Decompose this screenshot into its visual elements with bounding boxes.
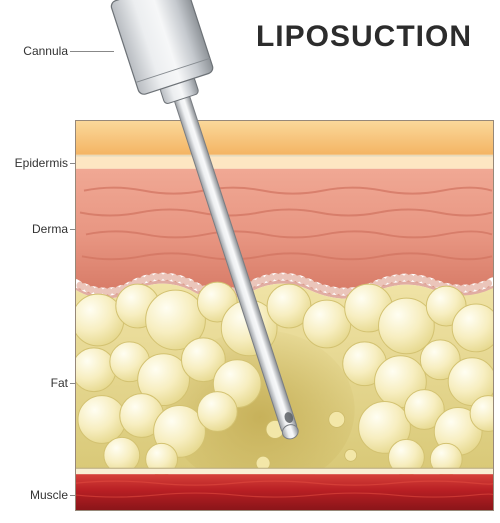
label-derma: Derma	[0, 222, 68, 236]
label-fat: Fat	[0, 376, 68, 390]
leader-cannula	[70, 51, 114, 52]
diagram-title: LIPOSUCTION	[256, 20, 472, 54]
label-cannula: Cannula	[0, 44, 68, 58]
label-muscle: Muscle	[0, 488, 68, 502]
layers-svg	[76, 121, 493, 510]
diagram-root: LIPOSUCTION Cannula Epidermis Derma Fat …	[0, 0, 500, 523]
skin-cross-section	[75, 120, 494, 511]
label-epidermis: Epidermis	[0, 156, 68, 170]
